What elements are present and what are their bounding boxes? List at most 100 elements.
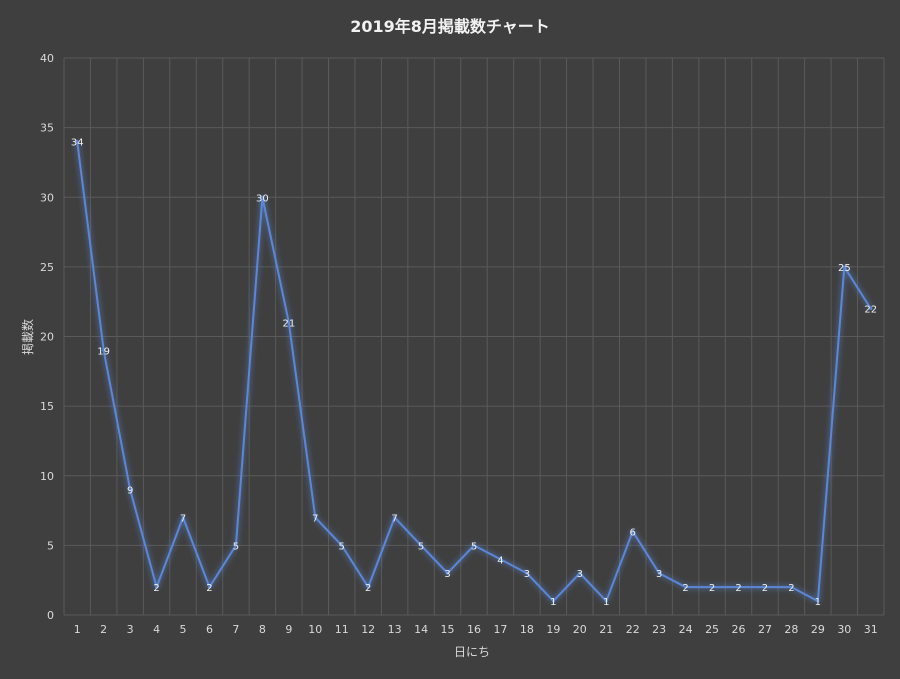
data-point	[181, 516, 185, 520]
x-tick-label: 4	[153, 623, 160, 636]
x-tick-label: 6	[206, 623, 213, 636]
data-label: 5	[471, 541, 477, 552]
x-tick-label: 16	[467, 623, 481, 636]
data-point	[75, 140, 79, 144]
x-tick-label: 14	[414, 623, 428, 636]
data-point	[551, 599, 555, 603]
data-label: 5	[233, 541, 239, 552]
y-tick-label: 5	[47, 539, 54, 552]
x-tick-label: 19	[546, 623, 560, 636]
data-point	[763, 585, 767, 589]
data-point	[155, 585, 159, 589]
x-tick-label: 18	[520, 623, 534, 636]
x-tick-label: 1	[74, 623, 81, 636]
data-label: 21	[282, 319, 295, 330]
data-label: 25	[838, 263, 851, 274]
data-label: 19	[97, 346, 110, 357]
data-label: 3	[577, 569, 583, 580]
x-tick-label: 21	[599, 623, 613, 636]
data-point	[393, 516, 397, 520]
y-tick-label: 40	[40, 52, 54, 65]
y-tick-label: 25	[40, 261, 54, 274]
data-point	[789, 585, 793, 589]
y-tick-label: 35	[40, 122, 54, 135]
data-point	[128, 488, 132, 492]
x-tick-label: 12	[361, 623, 375, 636]
data-label: 2	[365, 583, 371, 594]
data-point	[498, 557, 502, 561]
x-tick-label: 30	[837, 623, 851, 636]
y-tick-label: 20	[40, 331, 54, 344]
data-label: 3	[656, 569, 662, 580]
x-tick-label: 9	[285, 623, 292, 636]
data-point	[234, 543, 238, 547]
data-label: 5	[418, 541, 424, 552]
x-tick-label: 10	[308, 623, 322, 636]
data-point	[207, 585, 211, 589]
data-point	[710, 585, 714, 589]
x-tick-label: 24	[679, 623, 693, 636]
data-label: 3	[444, 569, 450, 580]
data-label: 2	[153, 583, 159, 594]
data-label: 6	[630, 527, 636, 538]
data-label: 2	[709, 583, 715, 594]
x-tick-label: 22	[626, 623, 640, 636]
gridlines	[63, 57, 885, 616]
x-tick-label: 8	[259, 623, 266, 636]
x-tick-label: 28	[784, 623, 798, 636]
data-label: 1	[815, 597, 821, 608]
x-tick-label: 31	[864, 623, 878, 636]
data-point	[313, 516, 317, 520]
data-label: 3	[524, 569, 530, 580]
data-point	[287, 321, 291, 325]
data-label: 2	[762, 583, 768, 594]
x-tick-label: 5	[180, 623, 187, 636]
data-point	[340, 543, 344, 547]
x-tick-label: 11	[335, 623, 349, 636]
data-label: 2	[788, 583, 794, 594]
data-label: 5	[339, 541, 345, 552]
data-point	[102, 348, 106, 352]
data-point	[472, 543, 476, 547]
x-tick-label: 27	[758, 623, 772, 636]
data-point	[842, 265, 846, 269]
data-point	[260, 195, 264, 199]
x-tick-label: 3	[127, 623, 134, 636]
x-axis-ticks: 1 2 3 4 5 6 7 8 9 10 11 12 13 14 15 16 17 18 19 20 21 22 23 24 2…	[74, 623, 878, 636]
data-point	[631, 529, 635, 533]
x-tick-label: 7	[232, 623, 239, 636]
y-tick-label: 15	[40, 400, 54, 413]
x-tick-label: 2	[100, 623, 107, 636]
x-tick-label: 15	[441, 623, 455, 636]
data-label: 4	[497, 555, 503, 566]
y-tick-label: 0	[47, 609, 54, 622]
y-tick-label: 10	[40, 470, 54, 483]
data-points	[75, 140, 873, 603]
data-label: 1	[603, 597, 609, 608]
data-point	[737, 585, 741, 589]
data-point	[604, 599, 608, 603]
data-point	[657, 571, 661, 575]
x-tick-label: 26	[732, 623, 746, 636]
data-label: 9	[127, 486, 133, 497]
data-point	[578, 571, 582, 575]
data-point	[869, 307, 873, 311]
data-label: 2	[206, 583, 212, 594]
data-label: 2	[682, 583, 688, 594]
data-label: 7	[312, 514, 318, 525]
y-axis-ticks: 0 5 10 15 20 25 30 35 40	[40, 52, 54, 622]
data-label: 7	[180, 514, 186, 525]
data-label: 34	[71, 138, 84, 149]
x-tick-label: 25	[705, 623, 719, 636]
x-tick-label: 13	[388, 623, 402, 636]
data-point	[446, 571, 450, 575]
x-tick-label: 17	[493, 623, 507, 636]
data-point	[684, 585, 688, 589]
data-label: 30	[256, 193, 269, 204]
x-axis-label: 日にち	[454, 645, 490, 659]
data-label: 7	[391, 514, 397, 525]
x-tick-label: 20	[573, 623, 587, 636]
data-label: 1	[550, 597, 556, 608]
